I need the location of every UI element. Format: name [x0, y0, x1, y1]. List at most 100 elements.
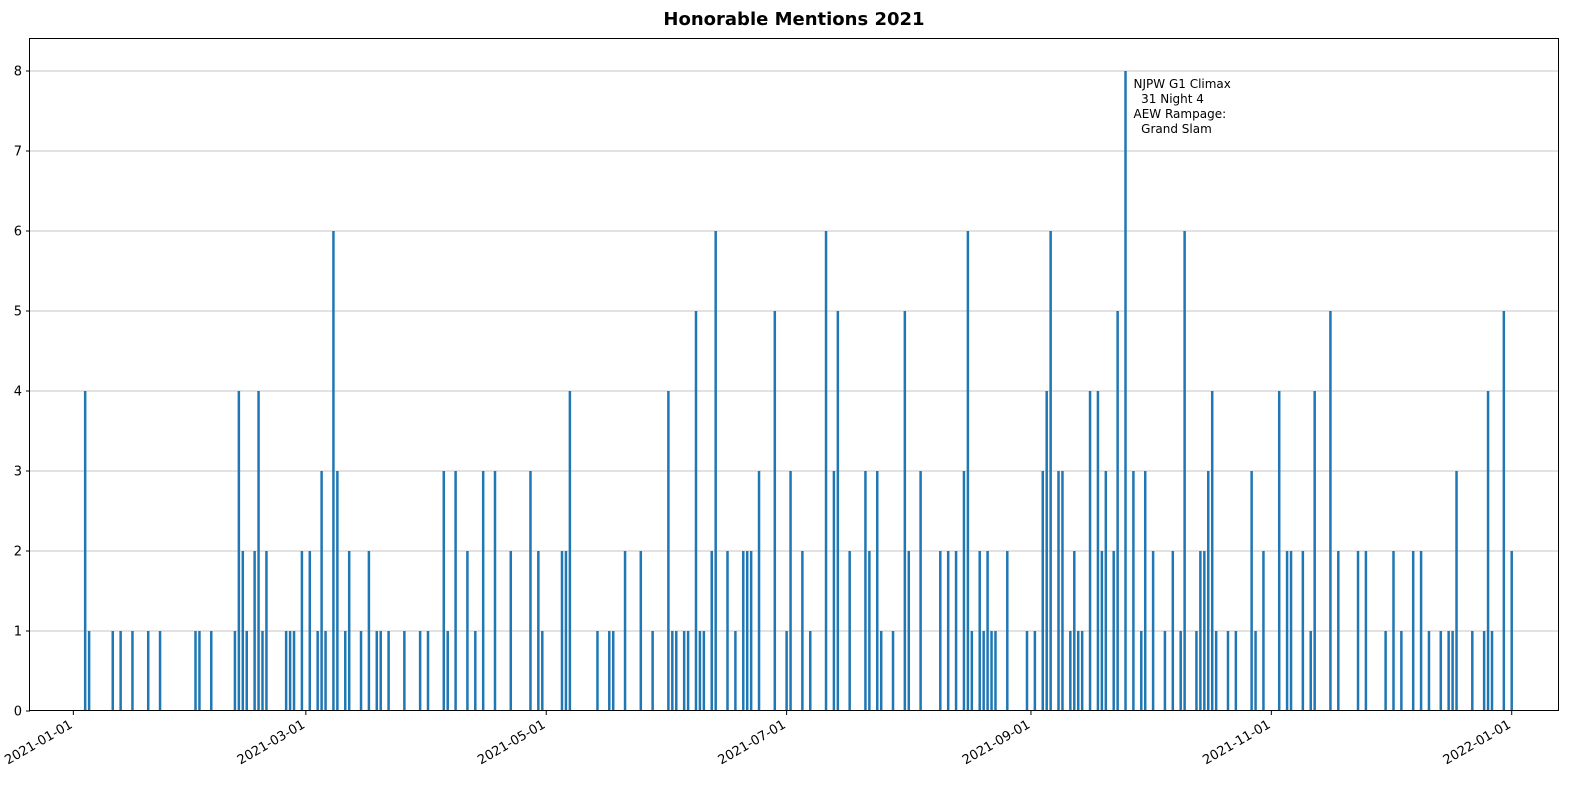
bar-2021-08-31: [1025, 631, 1029, 711]
bar-2021-04-01: [426, 631, 430, 711]
y-tick-label: 8: [14, 65, 22, 80]
bar-2021-09-09: [1061, 471, 1064, 711]
bar-2021-04-15: [481, 471, 485, 711]
bar-2021-10-14: [1199, 551, 1202, 711]
bar-2021-10-21: [1226, 631, 1230, 711]
bar-2021-12-14: [1439, 631, 1443, 711]
bar-2021-08-13: [954, 551, 958, 711]
bar-2021-03-08: [332, 231, 335, 711]
annotations: NJPW G1 Climax 31 Night 4 AEW Rampage: Gr…: [1134, 77, 1231, 136]
bar-2021-11-16: [1329, 311, 1332, 711]
bar-2021-03-17: [367, 551, 371, 711]
bar-2021-10-10: [1183, 231, 1186, 711]
bar-2021-12-26: [1486, 391, 1490, 711]
bar-2021-12-17: [1451, 631, 1454, 711]
bar-2021-07-13: [832, 471, 836, 711]
bar-2021-01-11: [111, 631, 115, 711]
bar-2021-03-20: [379, 631, 382, 711]
bar-2021-10-30: [1262, 551, 1265, 711]
bar-2021-05-05: [560, 551, 564, 711]
bar-2021-10-02: [1151, 551, 1155, 711]
bar-2021-04-22: [509, 551, 513, 711]
bar-2021-09-18: [1096, 391, 1100, 711]
y-tick-label: 7: [14, 145, 22, 160]
bar-2021-11-12: [1313, 391, 1316, 711]
y-tick-label: 0: [14, 705, 22, 720]
bar-2021-07-05: [801, 551, 804, 711]
bar-2021-08-09: [939, 551, 942, 711]
bar-2021-03-12: [347, 551, 351, 711]
bar-2021-07-28: [891, 631, 895, 711]
bar-2021-07-24: [876, 471, 879, 711]
y-gridlines: [30, 70, 1559, 632]
bar-2021-08-22: [990, 631, 993, 711]
bar-2021-02-12: [237, 391, 241, 711]
bar-2021-07-14: [836, 311, 840, 711]
bar-2021-08-04: [919, 471, 922, 711]
bar-2021-10-07: [1171, 551, 1175, 711]
bar-2021-02-19: [265, 551, 268, 711]
bar-2021-09-08: [1057, 471, 1060, 711]
bar-2021-03-11: [344, 631, 347, 711]
bar-2021-02-17: [257, 391, 260, 711]
bar-2021-11-06: [1289, 551, 1293, 711]
bar-2021-09-12: [1073, 551, 1076, 711]
bar-2021-07-22: [868, 551, 871, 711]
bar-2021-10-15: [1203, 551, 1206, 711]
bar-2021-09-16: [1088, 391, 1092, 711]
bar-2021-07-17: [848, 551, 851, 711]
bar-2021-08-11: [946, 551, 950, 711]
bar-2021-03-26: [403, 631, 406, 711]
bar-2021-09-22: [1112, 551, 1115, 711]
bar-2022-01-01: [1510, 551, 1513, 711]
bar-2021-04-06: [446, 631, 449, 711]
bar-2021-09-13: [1076, 631, 1080, 711]
bar-2021-08-19: [978, 551, 981, 711]
bar-2021-12-04: [1400, 631, 1403, 711]
bar-2021-03-04: [316, 631, 319, 711]
plot-frame: [29, 38, 1559, 711]
bar-2021-01-20: [146, 631, 150, 711]
bar-2021-11-03: [1277, 391, 1281, 711]
y-tick-label: 3: [14, 465, 22, 480]
bar-2021-08-01: [907, 551, 911, 711]
bar-2021-11-25: [1364, 551, 1368, 711]
bar-2021-07-21: [864, 471, 867, 711]
y-tick-label: 1: [14, 625, 22, 640]
bar-2021-07-07: [809, 631, 812, 711]
bar-2021-07-31: [903, 311, 907, 711]
bar-2021-06-10: [702, 631, 706, 711]
bar-2021-10-16: [1207, 471, 1210, 711]
bar-2021-06-21: [745, 551, 749, 711]
bar-2021-12-09: [1419, 551, 1423, 711]
bar-2021-01-13: [119, 631, 122, 711]
bar-2021-04-05: [442, 471, 446, 711]
bar-2021-08-20: [982, 631, 985, 711]
bar-2021-02-11: [233, 631, 237, 711]
bar-2021-12-18: [1455, 471, 1458, 711]
bar-2021-04-27: [529, 471, 532, 711]
bar-2021-08-15: [962, 471, 966, 711]
bar-2021-09-27: [1132, 471, 1135, 711]
bar-2021-02-05: [210, 631, 213, 711]
bar-2021-03-06: [324, 631, 327, 711]
bar-2021-02-24: [284, 631, 288, 711]
bar-2021-03-30: [418, 631, 422, 711]
bar-2021-01-05: [87, 631, 91, 711]
bar-2021-04-29: [537, 551, 540, 711]
bar-2021-06-08: [694, 311, 698, 711]
bar-2021-05-25: [639, 551, 643, 711]
bar-2021-06-05: [682, 631, 686, 711]
bar-2021-06-28: [773, 311, 777, 711]
y-tick-label: 6: [14, 225, 22, 240]
y-axis-ticks: 0 1 2 3 4 5 6 7 8: [14, 65, 30, 720]
bar-2021-03-02: [308, 551, 312, 711]
bar-2021-10-27: [1250, 471, 1253, 711]
bar-2021-09-23: [1116, 311, 1119, 711]
bar-2021-11-23: [1356, 551, 1360, 711]
bar-2021-06-20: [742, 551, 745, 711]
y-tick-label: 5: [14, 305, 22, 320]
bar-2021-05-14: [596, 631, 599, 711]
bar-2021-02-28: [300, 551, 304, 711]
